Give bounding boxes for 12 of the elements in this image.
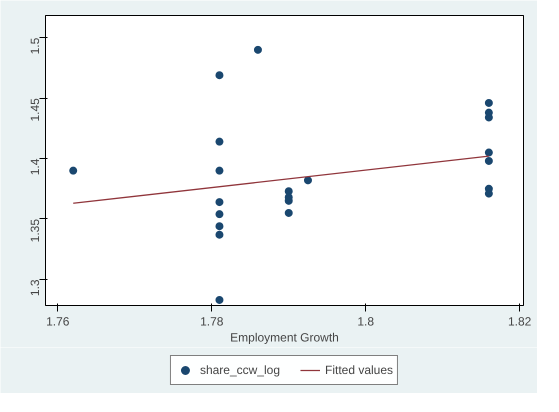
y-tick-label: 1.35 xyxy=(28,218,42,242)
y-tick-label: 1.45 xyxy=(28,98,42,122)
x-tick-label: 1.82 xyxy=(508,314,532,328)
x-tick-label: 1.8 xyxy=(357,314,374,328)
y-tick-label: 1.4 xyxy=(28,158,42,176)
y-tick-label: 1.5 xyxy=(28,37,42,54)
legend-label: Fitted values xyxy=(325,363,394,377)
x-axis-title: Employment Growth xyxy=(230,330,339,344)
legend-label: share_ccw_log xyxy=(200,363,280,377)
y-tick-label: 1.3 xyxy=(28,279,42,296)
x-tick-label: 1.78 xyxy=(200,314,224,328)
x-tick-label: 1.76 xyxy=(46,314,70,328)
